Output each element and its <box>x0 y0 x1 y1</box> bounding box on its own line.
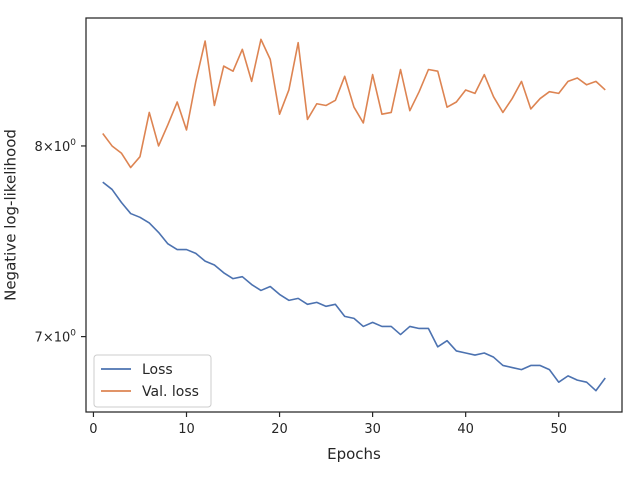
x-axis-label: Epochs <box>327 445 381 463</box>
series-lines <box>102 38 606 392</box>
x-tick-label: 10 <box>178 422 195 437</box>
series-line-loss <box>102 181 606 392</box>
y-tick-label-base: 8×10 <box>35 140 71 155</box>
legend: Loss Val. loss <box>93 354 212 408</box>
x-tick-label: 40 <box>457 422 474 437</box>
x-axis: 0 10 20 30 40 50 <box>89 412 567 437</box>
y-tick-label: 7×100 <box>35 329 77 346</box>
y-tick-label-exponent: 0 <box>70 329 76 339</box>
y-axis-label: Negative log-likelihood <box>2 129 20 301</box>
y-tick-label: 8×100 <box>35 138 77 155</box>
legend-label-loss: Loss <box>142 362 173 378</box>
legend-box <box>93 354 212 408</box>
x-tick-label: 20 <box>271 422 288 437</box>
x-tick-label: 0 <box>89 422 97 437</box>
axes-frame <box>85 17 623 413</box>
x-tick-label: 50 <box>550 422 567 437</box>
x-tick-label: 30 <box>364 422 381 437</box>
legend-label-val-loss: Val. loss <box>142 384 199 400</box>
series-line-val-loss <box>102 38 606 169</box>
y-tick-label-base: 7×10 <box>35 331 71 346</box>
y-tick-label-exponent: 0 <box>70 138 76 148</box>
